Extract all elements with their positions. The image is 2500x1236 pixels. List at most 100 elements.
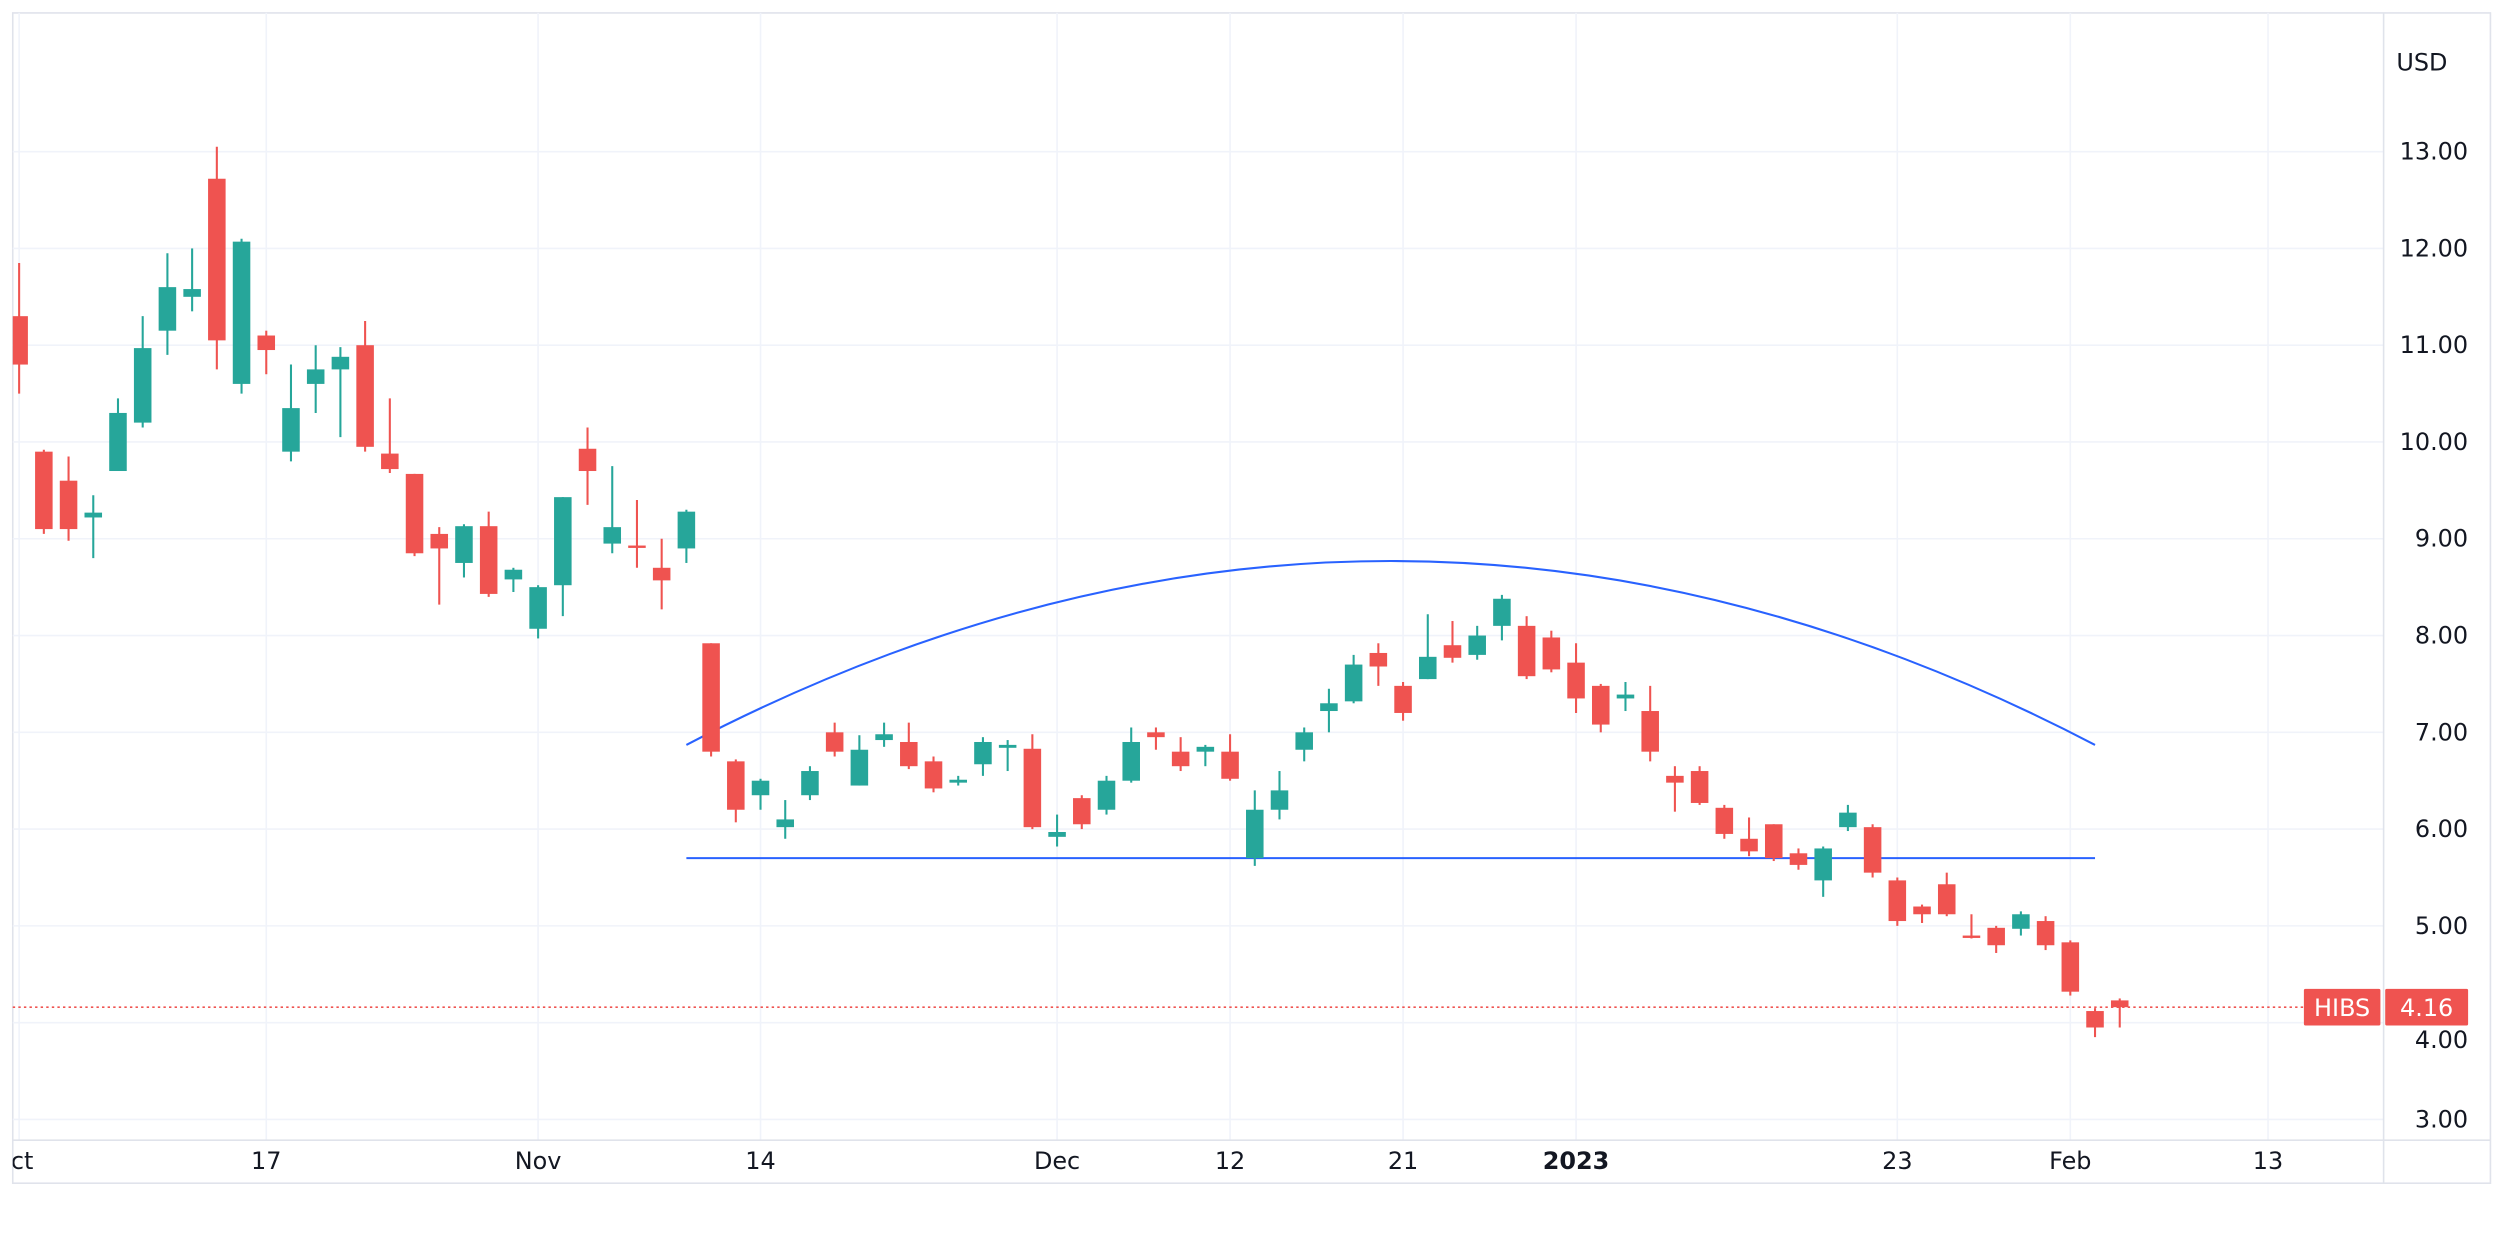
candle-body <box>603 527 622 544</box>
candle-body <box>183 289 201 297</box>
grid <box>12 12 2384 1141</box>
price-tick-label: 7.00 <box>2415 718 2468 746</box>
candle-body <box>133 348 152 423</box>
candle <box>1246 790 1264 866</box>
candle <box>603 466 622 554</box>
candle <box>1542 630 1561 673</box>
candle-body <box>430 533 449 549</box>
candles-layer <box>12 146 2129 1038</box>
time-axis[interactable]: Oct 17 Nov 14 Dec 12 21 2023 23 Feb 13 <box>0 1147 2283 1175</box>
candle-body <box>1073 798 1091 825</box>
candle-body <box>1493 598 1511 626</box>
candle <box>628 500 646 568</box>
candle-body <box>1147 732 1165 738</box>
drawings-layer <box>685 559 2096 860</box>
candle <box>208 146 226 370</box>
candle <box>652 538 671 610</box>
candle-body <box>405 473 424 554</box>
candle-body <box>900 741 918 767</box>
candle-body <box>109 412 127 472</box>
candle-body <box>1789 853 1808 865</box>
candle-body <box>776 819 795 828</box>
price-tick-label: 8.00 <box>2415 622 2468 650</box>
candle-body <box>529 587 547 629</box>
candle <box>924 756 943 793</box>
candle-body <box>504 569 523 580</box>
candle <box>751 778 770 810</box>
candle-body <box>1715 807 1734 834</box>
candle-body <box>1666 775 1684 783</box>
candle <box>702 643 720 757</box>
time-tick-label: 13 <box>2253 1147 2283 1175</box>
candle-body <box>257 335 276 351</box>
price-axis[interactable]: 3.00 4.00 5.00 6.00 7.00 8.00 9.00 10.00 11.00 12… <box>2400 138 2468 1134</box>
candle <box>1048 814 1066 847</box>
candle <box>183 248 201 312</box>
candle <box>381 398 399 473</box>
candle-body <box>1962 935 1981 938</box>
candle <box>1369 643 1388 686</box>
candle <box>1221 734 1239 781</box>
candle <box>12 262 28 394</box>
candle <box>133 316 152 428</box>
time-tick-label: Dec <box>1034 1147 1080 1175</box>
candle <box>232 238 251 394</box>
candle <box>2086 1008 2104 1038</box>
candle <box>405 473 424 557</box>
price-tick-label: 3.00 <box>2415 1105 2468 1133</box>
candle-body <box>702 643 720 752</box>
candle <box>677 509 696 563</box>
arc-drawing[interactable] <box>685 559 2096 746</box>
candle <box>1641 685 1659 762</box>
candle-body <box>727 761 745 810</box>
candle-body <box>1764 824 1783 859</box>
candle <box>998 740 1017 772</box>
last-price-badge <box>2385 988 2469 1026</box>
candle <box>554 497 572 617</box>
candle-body <box>35 451 53 530</box>
price-tick-label: 9.00 <box>2415 525 2468 553</box>
candle-body <box>875 734 893 741</box>
price-tick-label: 10.00 <box>2400 428 2468 456</box>
candle-body <box>1320 703 1338 712</box>
time-tick-label: 23 <box>1882 1147 1912 1175</box>
candle-body <box>1839 812 1857 828</box>
candle-body <box>1171 751 1190 767</box>
candle-body <box>282 408 300 452</box>
candle-body <box>1863 827 1882 873</box>
candle <box>1394 681 1412 721</box>
time-tick-label: 14 <box>745 1147 775 1175</box>
candle-body <box>1023 748 1042 828</box>
candle-body <box>59 480 78 530</box>
candle-body <box>12 316 28 365</box>
candle <box>2036 916 2055 951</box>
price-tick-label: 4.00 <box>2415 1026 2468 1054</box>
candle <box>1270 771 1289 820</box>
candle-body <box>2086 1011 2104 1028</box>
candle <box>1715 804 1734 839</box>
candle-body <box>158 287 177 331</box>
time-tick-label: Nov <box>515 1147 562 1175</box>
candle <box>875 722 893 747</box>
candle <box>1888 877 1907 926</box>
last-price-label: HIBS 4.16 <box>2303 988 2469 1026</box>
candle <box>504 567 523 592</box>
candle <box>1937 872 1956 917</box>
candle-body <box>1419 656 1437 680</box>
candle-body <box>751 780 770 796</box>
candle <box>1863 824 1882 878</box>
candle <box>1764 824 1783 862</box>
candle-body <box>825 732 844 752</box>
candle <box>1814 846 1832 897</box>
candle-body <box>578 448 597 472</box>
price-tick-label: 5.00 <box>2415 912 2468 940</box>
candle-body <box>628 545 646 548</box>
candle <box>59 456 78 541</box>
candle-body <box>1690 771 1709 803</box>
candle <box>1196 744 1215 767</box>
candle-body <box>1468 635 1486 655</box>
candle <box>529 585 547 639</box>
candle-body <box>1221 751 1239 779</box>
time-tick-label: 21 <box>1388 1147 1418 1175</box>
